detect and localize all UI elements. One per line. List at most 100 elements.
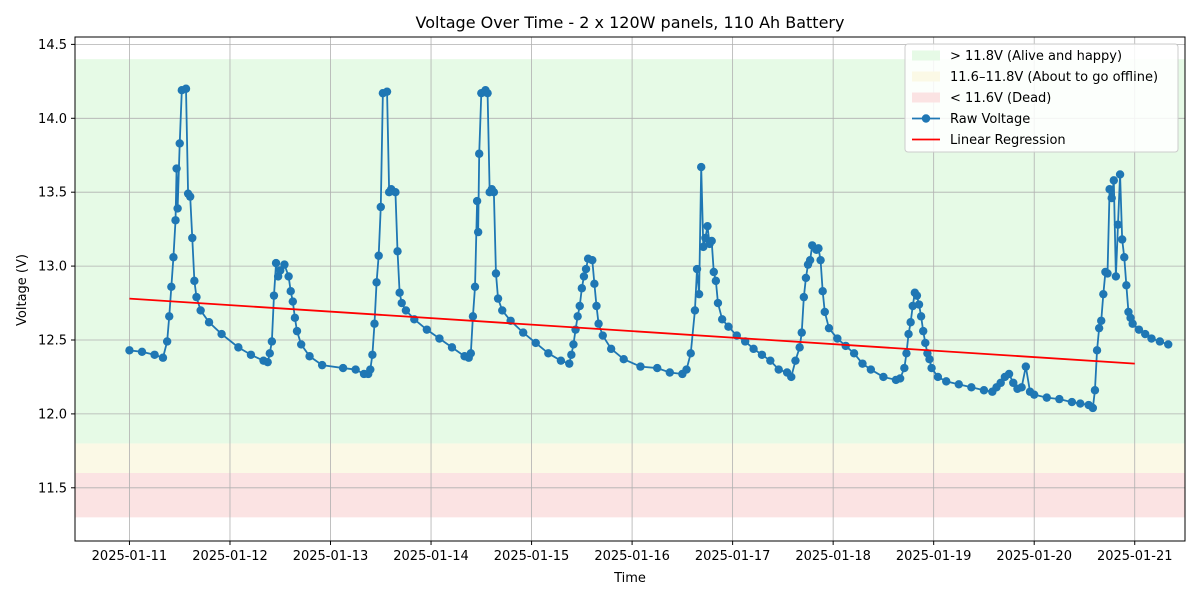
data-point: [895, 374, 905, 383]
data-point: [577, 284, 587, 293]
data-point: [370, 319, 379, 328]
data-point: [1090, 386, 1100, 395]
chart-title: Voltage Over Time - 2 x 120W panels, 110…: [416, 13, 845, 32]
data-point: [900, 363, 909, 373]
data-point: [575, 301, 584, 311]
data-point: [169, 253, 178, 262]
data-point: [774, 365, 783, 374]
x-axis-label: Time: [613, 571, 646, 586]
data-point: [1134, 325, 1144, 334]
data-point: [579, 272, 589, 281]
data-point: [1111, 272, 1121, 281]
data-point: [1088, 403, 1098, 413]
data-point: [171, 216, 180, 225]
legend-label: < 11.6V (Dead): [950, 91, 1051, 106]
data-point: [234, 343, 243, 352]
data-point: [692, 264, 702, 274]
data-point: [858, 359, 867, 368]
data-point: [290, 313, 300, 323]
data-point: [1004, 369, 1014, 379]
band-2: [75, 473, 1185, 518]
data-point: [317, 360, 327, 370]
data-point: [267, 337, 277, 346]
data-point: [592, 301, 601, 311]
data-point: [165, 312, 174, 321]
data-point: [703, 221, 712, 231]
data-point: [276, 266, 285, 275]
data-point: [376, 202, 385, 212]
data-point: [393, 247, 402, 256]
data-point: [588, 255, 597, 265]
data-point: [619, 355, 628, 364]
data-point: [296, 340, 306, 349]
data-point: [397, 298, 406, 308]
data-point: [906, 318, 915, 327]
x-tick-label: 2025-01-13: [293, 549, 369, 564]
series-line-1: [129, 297, 1135, 365]
band-1: [75, 443, 1185, 474]
data-point: [173, 204, 182, 213]
data-point: [569, 340, 578, 349]
data-point: [286, 287, 295, 296]
data-point: [1099, 289, 1108, 299]
data-point: [466, 349, 476, 358]
data-point: [435, 334, 444, 343]
data-point: [1097, 316, 1106, 325]
data-point: [192, 292, 201, 302]
data-point: [699, 242, 708, 252]
y-tick-label: 14.5: [38, 38, 67, 53]
data-point: [711, 276, 721, 286]
data-point: [724, 322, 733, 331]
data-point: [709, 267, 718, 277]
x-tick-label: 2025-01-14: [393, 549, 469, 564]
data-point: [493, 294, 503, 303]
data-point: [1017, 383, 1026, 392]
data-point: [795, 343, 804, 352]
data-point: [1141, 329, 1150, 339]
data-point: [567, 350, 576, 359]
data-point: [518, 328, 528, 337]
data-point: [954, 380, 964, 389]
data-point: [338, 363, 348, 373]
data-point: [489, 187, 499, 197]
data-point: [374, 251, 383, 260]
data-point: [1055, 394, 1064, 404]
legend-label: Raw Voltage: [950, 112, 1030, 127]
data-point: [137, 347, 147, 357]
data-point: [288, 297, 298, 306]
data-point: [933, 372, 943, 382]
data-point: [1117, 235, 1127, 244]
data-point: [849, 349, 859, 358]
data-point: [544, 349, 553, 358]
data-point: [653, 363, 662, 373]
data-point: [284, 272, 293, 281]
data-point: [172, 164, 181, 173]
data-point: [468, 312, 478, 321]
ticks-layer: 2025-01-11 2025-01-12 2025-01-13 2025-01-14…: [38, 38, 1172, 564]
data-point: [1094, 323, 1104, 333]
legend-label: 11.6–11.8V (About to go offline): [950, 70, 1158, 85]
data-point: [1115, 170, 1125, 179]
y-axis-label: Voltage (V): [15, 254, 30, 326]
x-tick-label: 2025-01-21: [1097, 549, 1173, 564]
data-point: [498, 306, 507, 315]
legend: > 11.8V (Alive and happy) 11.6–11.8V (Abo…: [904, 43, 1179, 153]
data-point: [366, 365, 375, 374]
data-point: [665, 368, 674, 377]
data-point: [265, 349, 274, 358]
x-tick-label: 2025-01-20: [996, 549, 1072, 564]
data-point: [190, 276, 199, 286]
data-point: [1107, 193, 1116, 203]
data-point: [188, 233, 197, 243]
data-point: [473, 227, 483, 237]
data-point: [1067, 397, 1077, 407]
data-point: [690, 306, 700, 315]
data-point: [472, 196, 482, 206]
data-point: [606, 344, 616, 354]
data-point: [271, 258, 281, 268]
data-point: [1105, 185, 1114, 194]
data-point: [713, 298, 723, 308]
x-tick-label: 2025-01-11: [92, 549, 168, 564]
x-tick-label: 2025-01-18: [795, 549, 871, 564]
y-tick-label: 12.0: [38, 407, 67, 422]
